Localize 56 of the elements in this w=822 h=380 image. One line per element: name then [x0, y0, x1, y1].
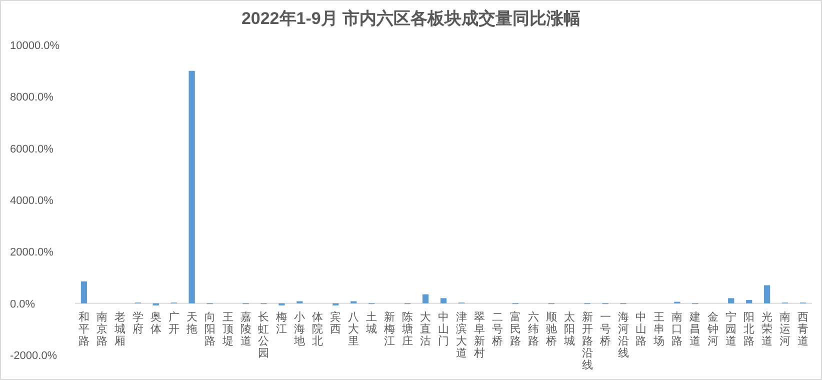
x-tick-label: 中山路	[636, 310, 647, 348]
y-tick-label: 10000.0%	[10, 40, 60, 52]
x-tick-label: 八大里	[348, 311, 360, 348]
y-tick-label: 2000.0%	[10, 246, 54, 259]
x-tick-label: 海河沿线	[618, 311, 629, 360]
x-tick-label: 新开路沿线	[582, 310, 593, 372]
x-tick-label: 土城	[365, 310, 378, 336]
bar	[188, 70, 195, 304]
x-tick-label: 嘉陵道	[240, 310, 252, 348]
x-tick-label: 津滨大道	[456, 310, 467, 360]
y-tick-label: 4000.0%	[10, 195, 54, 207]
x-tick-label: 六纬路	[528, 310, 539, 348]
bar	[440, 298, 447, 304]
chart-title: 2022年1-9月 市内六区各板块成交量同比涨幅	[241, 9, 581, 28]
x-tick-label: 南运河	[780, 310, 791, 348]
x-tick-label: 太阳城	[562, 310, 575, 348]
x-tick-label: 老城厢	[113, 310, 126, 348]
x-tick-label: 小海地	[293, 310, 306, 348]
y-tick-label: -2000.0%	[10, 350, 58, 362]
x-tick-label: 新梅江	[383, 310, 396, 348]
x-tick-label: 天拖	[185, 311, 198, 336]
x-tick-label: 顺驰桥	[544, 311, 557, 348]
x-tick-label: 光荣道	[762, 310, 773, 348]
x-tick-label: 王顶堤	[221, 311, 234, 348]
x-tick-label: 大直沽	[420, 310, 432, 348]
x-tick-label: 西青道	[798, 311, 809, 348]
x-tick-label: 金钟河	[706, 311, 719, 348]
x-tick-label: 和平路	[78, 310, 90, 348]
x-tick-label: 陈塘庄	[401, 311, 414, 348]
bar	[746, 300, 752, 304]
x-tick-label: 翠阜新村	[472, 311, 485, 360]
y-tick-label: 0.0%	[10, 298, 36, 310]
x-tick-label: 宾西	[330, 310, 342, 336]
x-tick-label: 二号桥	[490, 311, 503, 348]
x-tick-label: 一号桥	[598, 311, 611, 348]
x-tick-label: 长虹公园	[258, 310, 270, 360]
x-tick-label: 中山门	[438, 310, 449, 348]
y-tick-label: 8000.0%	[10, 92, 54, 104]
x-tick-label: 阳北路	[744, 311, 755, 348]
x-tick-label: 梅江	[275, 311, 288, 336]
bar	[728, 298, 734, 304]
x-tick-label: 南京路	[96, 310, 108, 348]
x-tick-label: 富民路	[510, 310, 521, 348]
x-tick-label: 学府	[132, 311, 144, 336]
x-tick-label: 建昌道	[688, 310, 701, 348]
x-tick-label: 广开	[168, 310, 180, 336]
y-tick-label: 6000.0%	[10, 143, 54, 156]
x-tick-label: 宁园道	[726, 310, 737, 348]
x-tick-label: 南口路	[672, 310, 683, 348]
x-tick-label: 王串场	[652, 311, 665, 348]
bar	[80, 281, 88, 304]
x-tick-label: 奥体	[150, 311, 162, 336]
bar	[764, 285, 770, 304]
x-tick-label: 向阳路	[204, 311, 216, 348]
x-tick-label: 体院北	[312, 311, 324, 348]
bar	[422, 294, 429, 304]
